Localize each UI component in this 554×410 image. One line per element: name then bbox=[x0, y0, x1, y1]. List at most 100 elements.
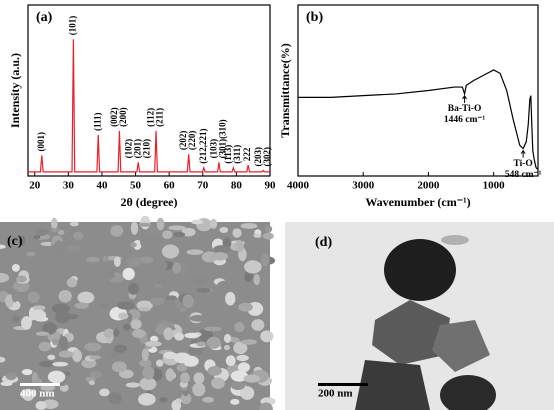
grain bbox=[51, 217, 58, 229]
grain bbox=[235, 240, 244, 253]
grain bbox=[165, 368, 175, 382]
grain bbox=[126, 256, 142, 268]
grain bbox=[138, 222, 152, 227]
grain bbox=[40, 384, 56, 391]
peak-label: (311) bbox=[232, 145, 242, 164]
grain bbox=[33, 234, 41, 240]
grain bbox=[238, 302, 253, 312]
grain bbox=[139, 235, 147, 247]
grain bbox=[0, 356, 6, 363]
grain bbox=[65, 244, 82, 253]
grain bbox=[105, 336, 113, 344]
grain bbox=[11, 264, 20, 272]
grain bbox=[162, 230, 173, 240]
x-axis-label: 2θ (degree) bbox=[120, 195, 177, 209]
peak-label: (001) bbox=[36, 132, 46, 152]
grain bbox=[144, 226, 161, 238]
peak-label: (103) bbox=[208, 139, 218, 159]
grain bbox=[253, 273, 260, 286]
grain bbox=[29, 309, 47, 321]
annotation: 548 cm⁻¹ bbox=[505, 170, 542, 180]
grain bbox=[12, 315, 20, 323]
grain bbox=[58, 336, 69, 350]
panel-label: (d) bbox=[315, 235, 332, 250]
grain bbox=[223, 333, 232, 343]
x-tick-label: 3000 bbox=[352, 180, 375, 192]
grain bbox=[182, 294, 194, 309]
grain bbox=[130, 242, 137, 248]
grain bbox=[213, 245, 231, 254]
peak-label: (220) bbox=[187, 131, 197, 151]
grain bbox=[89, 355, 102, 360]
grain bbox=[223, 344, 231, 351]
grain bbox=[190, 219, 204, 225]
grain bbox=[168, 225, 186, 231]
grain bbox=[21, 316, 32, 330]
grain bbox=[77, 291, 95, 304]
grain bbox=[99, 303, 109, 309]
grain bbox=[35, 400, 47, 410]
grain bbox=[69, 221, 79, 227]
grain bbox=[161, 244, 180, 259]
grain bbox=[149, 287, 167, 299]
grain bbox=[150, 296, 165, 306]
x-tick-label: 40 bbox=[96, 180, 108, 192]
grain bbox=[57, 229, 65, 235]
grain bbox=[188, 345, 203, 356]
grain bbox=[240, 223, 258, 229]
scale-label: 400 nm bbox=[20, 388, 55, 400]
plot-frame bbox=[27, 4, 271, 177]
grain bbox=[52, 303, 70, 314]
grain bbox=[130, 319, 142, 330]
x-tick-label: 30 bbox=[63, 180, 75, 192]
peak-label: (200) bbox=[118, 107, 128, 127]
grain bbox=[174, 332, 185, 341]
grain bbox=[260, 330, 274, 343]
grain bbox=[11, 289, 19, 303]
peak-label: (202) bbox=[178, 131, 188, 151]
x-axis-label: Wavenumber (cm⁻¹) bbox=[365, 195, 470, 209]
grain bbox=[196, 287, 211, 293]
grain bbox=[42, 322, 57, 335]
grain bbox=[5, 372, 17, 381]
grain bbox=[173, 232, 186, 238]
grain bbox=[58, 290, 72, 303]
grain bbox=[232, 228, 242, 238]
grain bbox=[207, 365, 222, 376]
grain bbox=[52, 361, 69, 367]
peak-label: (203) bbox=[253, 147, 263, 167]
grain bbox=[13, 280, 30, 292]
arrow-head bbox=[462, 95, 467, 100]
grain bbox=[172, 262, 182, 274]
grain bbox=[219, 227, 229, 233]
grain bbox=[103, 328, 115, 339]
peak-label: (113) bbox=[223, 145, 233, 164]
grain bbox=[189, 315, 208, 322]
grain bbox=[225, 291, 236, 306]
scale-bar bbox=[20, 383, 60, 386]
grain bbox=[122, 267, 135, 281]
grain bbox=[113, 344, 128, 353]
grain bbox=[16, 275, 27, 283]
grain bbox=[163, 351, 178, 360]
peak-label: 222 bbox=[242, 147, 252, 161]
particle bbox=[432, 320, 490, 372]
grain bbox=[111, 361, 127, 373]
grain bbox=[113, 256, 121, 267]
grain bbox=[196, 341, 206, 347]
grain bbox=[192, 382, 206, 397]
annotation: Ti-O bbox=[513, 159, 532, 169]
grain bbox=[253, 233, 262, 238]
data-line bbox=[298, 69, 538, 170]
grain bbox=[133, 239, 142, 250]
grain bbox=[128, 282, 139, 295]
grain bbox=[5, 294, 14, 308]
peak-label: (302) bbox=[262, 147, 272, 167]
grain bbox=[52, 338, 60, 346]
peak-label: (102) bbox=[123, 139, 133, 159]
particle bbox=[355, 360, 430, 410]
grain bbox=[251, 319, 265, 331]
grain bbox=[260, 253, 270, 267]
grain bbox=[186, 249, 204, 255]
